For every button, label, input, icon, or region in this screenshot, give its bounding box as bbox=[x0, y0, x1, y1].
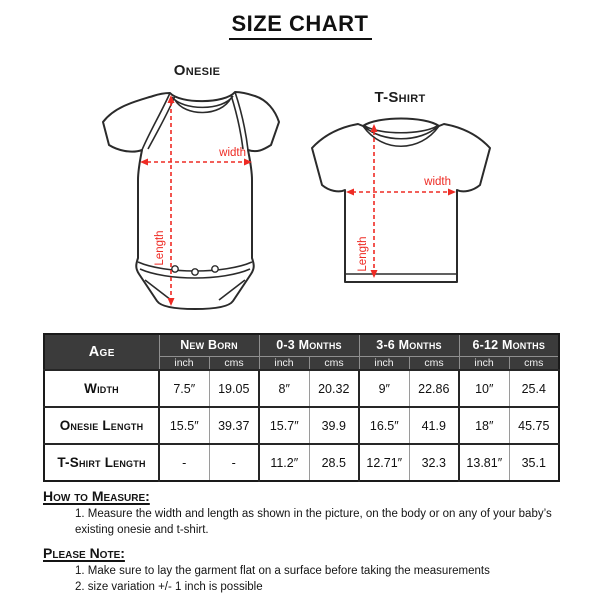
onesie-leg-binding-icon bbox=[144, 279, 246, 301]
age-header-cell: Age bbox=[43, 333, 160, 371]
table-cell: 7.5″ bbox=[158, 369, 209, 407]
row-label: Width bbox=[44, 369, 160, 407]
notes-section: How to Measure: 1. Measure the width and… bbox=[43, 488, 560, 600]
snap-button-icon bbox=[191, 268, 199, 276]
how-to-measure-block: How to Measure: 1. Measure the width and… bbox=[43, 488, 560, 538]
tshirt-length-arrow: Length bbox=[357, 124, 378, 278]
table-cell: 9″ bbox=[358, 369, 410, 407]
table-cell: 16.5″ bbox=[358, 406, 410, 444]
title-wrap: SIZE CHART bbox=[0, 11, 600, 40]
tshirt-outline-icon bbox=[311, 117, 491, 283]
table-cell: 15.5″ bbox=[158, 406, 209, 444]
note-item: 1. Make sure to lay the garment flat on … bbox=[75, 565, 490, 577]
note-item: 1. Measure the width and length as shown… bbox=[75, 508, 552, 536]
table-cell: 39.37 bbox=[208, 406, 259, 444]
unit-header: inch bbox=[358, 355, 410, 371]
onesie-diagram: width Length bbox=[102, 91, 280, 310]
table-cell: 18″ bbox=[458, 406, 510, 444]
snap-button-icon bbox=[171, 265, 179, 273]
unit-header: cms bbox=[408, 355, 460, 371]
row-label: T-Shirt Length bbox=[44, 443, 160, 481]
onesie-length-label: Length bbox=[154, 230, 166, 265]
unit-header: cms bbox=[508, 355, 560, 371]
note-item: 2. size variation +/- 1 inch is possible bbox=[75, 580, 263, 593]
onesie-neckline-icon bbox=[171, 95, 234, 114]
row-label: Onesie Length bbox=[44, 406, 160, 444]
table-cell: 20.32 bbox=[308, 369, 360, 407]
unit-header: inch bbox=[458, 355, 510, 371]
unit-header: cms bbox=[308, 355, 360, 371]
unit-header: cms bbox=[208, 355, 260, 371]
group-header-newborn: New Born bbox=[158, 333, 260, 357]
table-cell: - bbox=[158, 443, 209, 481]
group-header-6-12: 6-12 Months bbox=[458, 333, 560, 357]
onesie-label: Onesie bbox=[173, 62, 221, 79]
table-row-tshirt-length: T-Shirt Length - - 11.2″ 28.5 12.71″ 32.… bbox=[44, 443, 560, 481]
table-cell: 32.3 bbox=[408, 443, 460, 481]
tshirt-width-label: width bbox=[423, 176, 451, 188]
group-header-3-6: 3-6 Months bbox=[358, 333, 460, 357]
how-to-measure-heading: How to Measure: bbox=[43, 488, 150, 504]
please-note-block: Please Note: 1. Make sure to lay the gar… bbox=[43, 545, 560, 595]
onesie-outline-icon bbox=[102, 91, 280, 310]
table-unit-row: inch cms inch cms inch cms inch cms bbox=[44, 355, 560, 371]
table-cell: 8″ bbox=[258, 369, 309, 407]
onesie-length-arrow: Length bbox=[154, 95, 175, 306]
table-cell: 11.2″ bbox=[258, 443, 309, 481]
table-cell: 41.9 bbox=[408, 406, 460, 444]
table-cell: 35.1 bbox=[508, 443, 560, 481]
table-cell: 12.71″ bbox=[358, 443, 410, 481]
onesie-width-arrow: width bbox=[140, 147, 252, 166]
snap-button-icon bbox=[211, 265, 219, 273]
tshirt-diagram: width Length bbox=[311, 117, 491, 283]
table-cell: 19.05 bbox=[208, 369, 259, 407]
tshirt-label: T-Shirt bbox=[374, 89, 426, 106]
table-cell: 22.86 bbox=[408, 369, 460, 407]
please-note-heading: Please Note: bbox=[43, 545, 125, 561]
table-cell: 15.7″ bbox=[258, 406, 309, 444]
unit-header: inch bbox=[258, 355, 310, 371]
onesie-shoulder-seams-icon bbox=[141, 91, 249, 151]
tshirt-width-arrow: width bbox=[346, 176, 456, 196]
table-row-onesie-length: Onesie Length 15.5″ 39.37 15.7″ 39.9 16.… bbox=[44, 406, 560, 444]
table-cell: 10″ bbox=[458, 369, 510, 407]
tshirt-collar-icon bbox=[362, 125, 440, 147]
table-cell: 45.75 bbox=[508, 406, 560, 444]
group-header-0-3: 0-3 Months bbox=[258, 333, 360, 357]
table-row-width: Width 7.5″ 19.05 8″ 20.32 9″ 22.86 10″ 2… bbox=[44, 369, 560, 407]
table-cell: - bbox=[208, 443, 259, 481]
table-cell: 25.4 bbox=[508, 369, 560, 407]
onesie-width-label: width bbox=[218, 147, 246, 159]
tshirt-length-label: Length bbox=[357, 236, 369, 271]
table-header-row: Age New Born 0-3 Months 3-6 Months 6-12 … bbox=[43, 333, 560, 371]
unit-header: inch bbox=[158, 355, 210, 371]
page-title: SIZE CHART bbox=[228, 11, 372, 40]
table-cell: 13.81″ bbox=[458, 443, 510, 481]
table-cell: 39.9 bbox=[308, 406, 360, 444]
table-cell: 28.5 bbox=[308, 443, 360, 481]
size-table: Age New Born 0-3 Months 3-6 Months 6-12 … bbox=[43, 333, 561, 482]
